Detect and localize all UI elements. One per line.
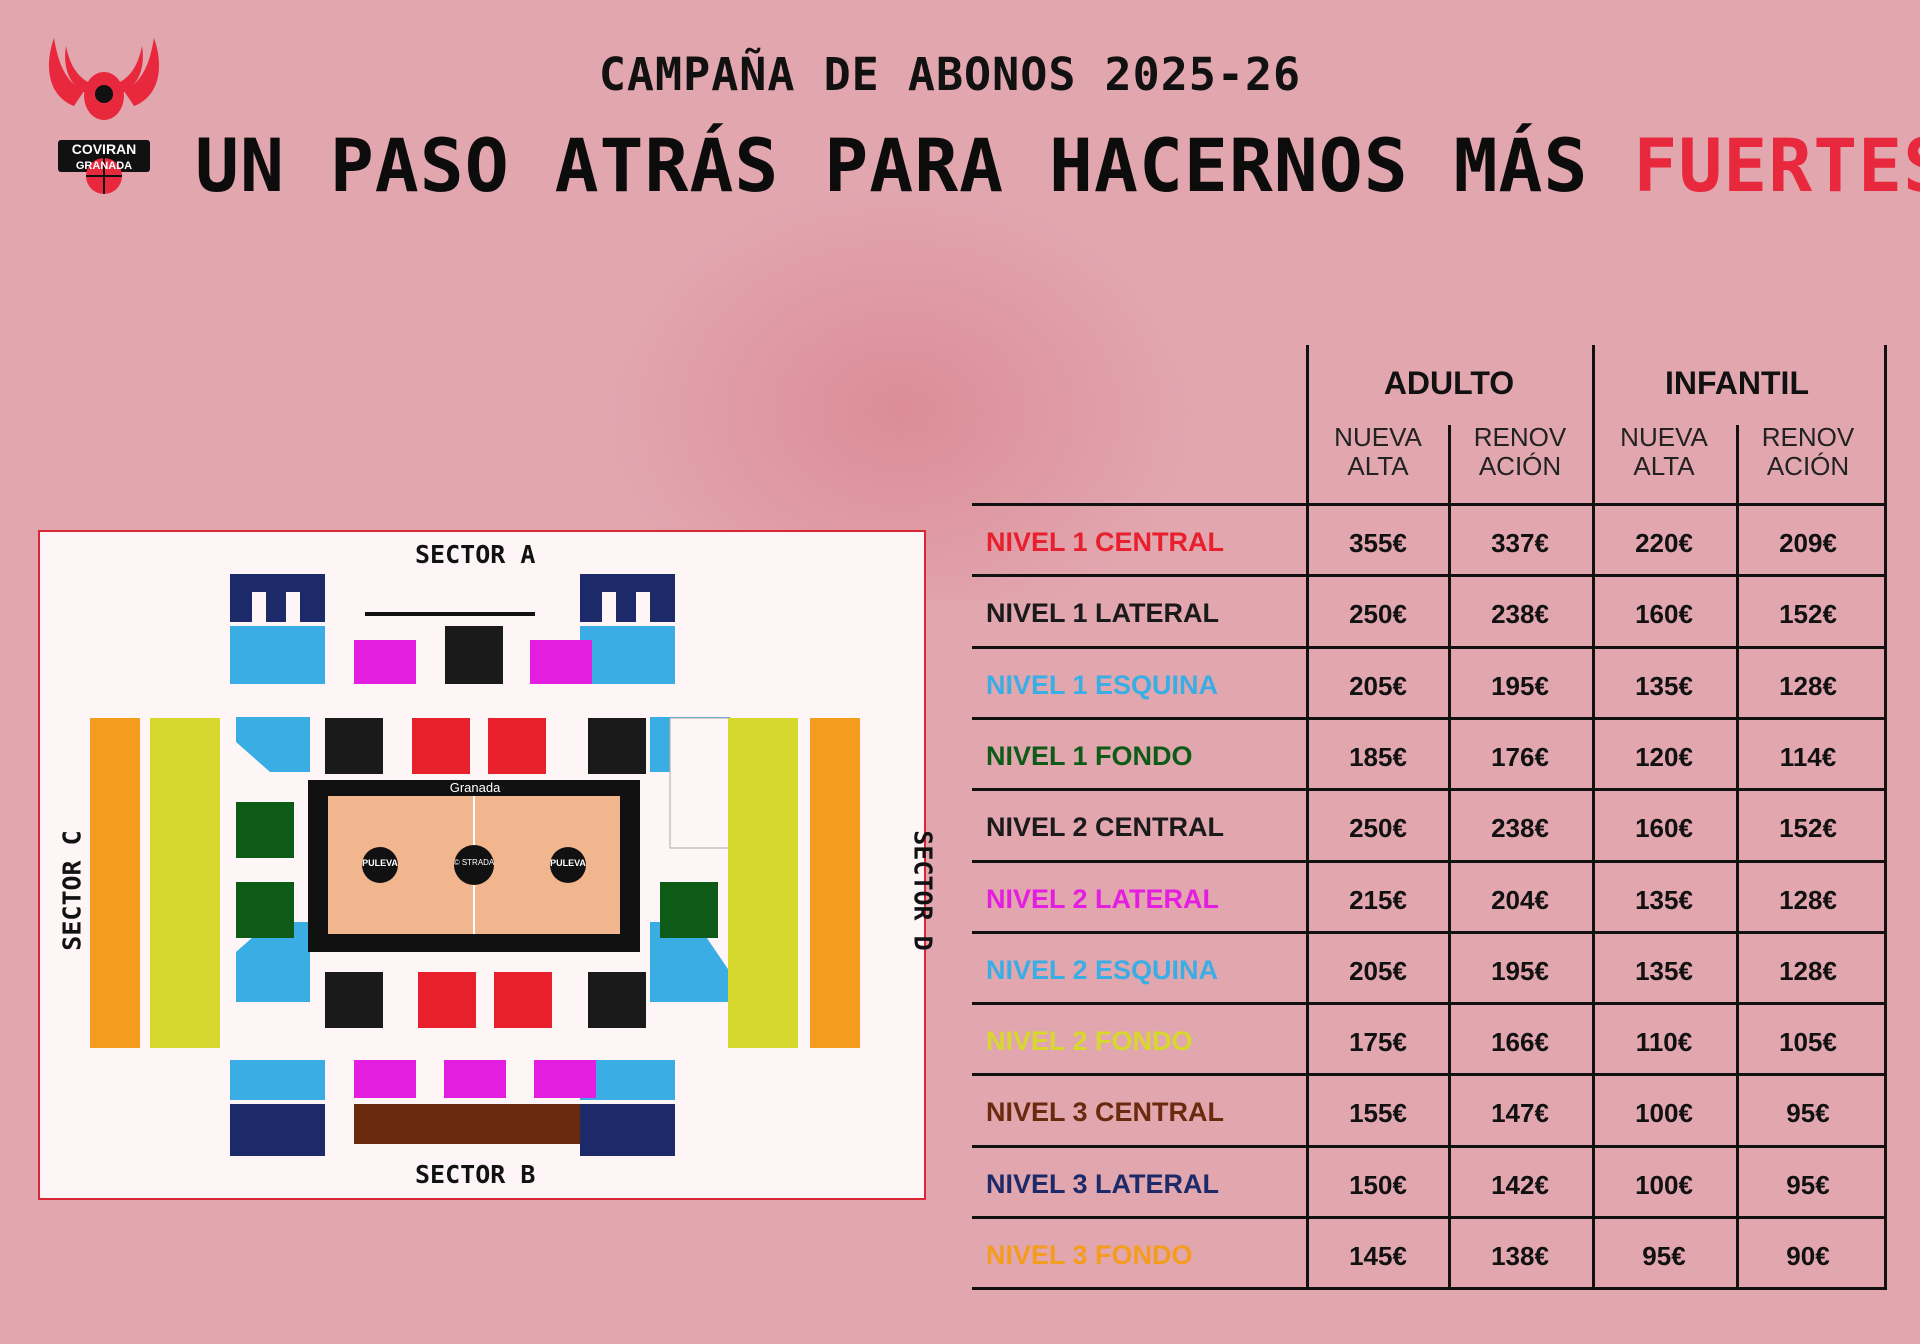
level-label: NIVEL 2 FONDO (986, 1026, 1193, 1057)
level-label: NIVEL 3 CENTRAL (986, 1097, 1225, 1128)
price-cell: 95€ (1786, 1169, 1830, 1200)
price-cell: 238€ (1491, 813, 1549, 844)
group-adulto: ADULTO (1383, 365, 1515, 401)
logo-text: COVIRAN GRANADA (58, 142, 150, 174)
row-divider (972, 930, 1887, 934)
price-cell: 152€ (1779, 599, 1837, 630)
court-right-logo: PULEVA (550, 858, 586, 868)
price-cell: 138€ (1491, 1241, 1549, 1271)
price-cell: 209€ (1779, 528, 1837, 558)
price-cell: 128€ (1779, 955, 1837, 986)
group-infantil: INFANTIL (1665, 365, 1809, 401)
price-cell: 135€ (1635, 670, 1693, 701)
row-divider (972, 574, 1887, 578)
price-cell: 128€ (1779, 884, 1837, 915)
price-cell: 220€ (1635, 528, 1693, 558)
price-cell: 337€ (1491, 528, 1549, 558)
price-cell: 195€ (1491, 670, 1549, 701)
price-cell: 160€ (1635, 599, 1693, 630)
row-divider (972, 859, 1887, 863)
sector-a-label: SECTOR A (415, 540, 536, 569)
subcol-adulto-nueva-alta: NUEVA ALTA (1334, 422, 1422, 481)
price-cell: 155€ (1349, 1098, 1407, 1129)
arena-seat-plan (90, 574, 860, 1156)
court-top-label: Granada (449, 780, 501, 795)
price-cell: 250€ (1349, 599, 1407, 630)
row-divider (972, 1002, 1887, 1006)
logo-sub: GRANADA (75, 160, 133, 172)
price-cell: 135€ (1635, 884, 1693, 915)
level-label: NIVEL 2 ESQUINA (986, 954, 1219, 985)
price-cell: 120€ (1635, 741, 1693, 772)
price-cell: 205€ (1349, 670, 1407, 701)
row-divider (972, 645, 1887, 649)
price-cell: 142€ (1491, 1169, 1549, 1200)
level-label: NIVEL 1 CENTRAL (986, 527, 1225, 557)
row-divider (972, 1144, 1887, 1148)
campaign-title: CAMPAÑA DE ABONOS 2025-26 (598, 48, 1302, 101)
price-cell: 175€ (1349, 1027, 1407, 1058)
price-cell: 105€ (1779, 1027, 1837, 1058)
price-cell: 238€ (1491, 599, 1549, 630)
level-label: NIVEL 2 LATERAL (986, 883, 1220, 914)
price-cell: 166€ (1491, 1027, 1549, 1058)
price-cell: 152€ (1779, 813, 1837, 844)
price-cell: 95€ (1786, 1098, 1830, 1129)
level-label: NIVEL 3 LATERAL (986, 1168, 1220, 1199)
level-label: NIVEL 1 LATERAL (986, 598, 1220, 629)
price-cell: 147€ (1491, 1098, 1549, 1129)
row-divider (972, 788, 1887, 792)
row-divider (972, 1287, 1887, 1291)
slogan-accent: FUERTES (1633, 124, 1920, 209)
price-cell: 135€ (1635, 955, 1693, 986)
price-cell: 176€ (1491, 741, 1549, 772)
price-cell: 110€ (1635, 1027, 1693, 1058)
price-cell: 90€ (1786, 1241, 1830, 1271)
price-cell: 145€ (1349, 1241, 1407, 1271)
price-cell: 185€ (1349, 741, 1407, 772)
level-label: NIVEL 2 CENTRAL (986, 812, 1225, 843)
price-cell: 355€ (1349, 528, 1407, 558)
subcol-infantil-renovacion: RENOV ACIÓN (1761, 422, 1855, 481)
subcol-infantil-nueva-alta: NUEVA ALTA (1620, 422, 1708, 481)
slogan-main: UN PASO ATRÁS PARA HACERNOS MÁS (195, 124, 1634, 209)
price-table: ADULTO INFANTIL NUEVA ALTA RENOV ACIÓN NUE… (972, 345, 1892, 1295)
price-cell: 215€ (1349, 884, 1407, 915)
row-divider (972, 503, 1887, 506)
level-label: NIVEL 1 FONDO (986, 740, 1193, 771)
price-cell: 95€ (1642, 1241, 1686, 1271)
slogan: UN PASO ATRÁS PARA HACERNOS MÁS FUERTES (195, 124, 1920, 209)
price-cell: 250€ (1349, 813, 1407, 844)
price-cell: 204€ (1491, 884, 1549, 915)
dash-row (365, 612, 535, 616)
level-label: NIVEL 3 FONDO (986, 1240, 1193, 1270)
price-cell: 100€ (1635, 1169, 1693, 1200)
level-label: NIVEL 1 ESQUINA (986, 669, 1219, 700)
price-cell: 114€ (1779, 741, 1837, 772)
logo-name: COVIRAN (71, 141, 137, 157)
row-divider (972, 716, 1887, 720)
nivel-3-lateral-top (230, 574, 675, 622)
row-divider (972, 1073, 1887, 1077)
price-cell: 100€ (1635, 1098, 1693, 1129)
seating-map: SECTOR A SECTOR B SECTOR C SECTOR D Gran… (38, 530, 938, 1200)
sector-b-label: SECTOR B (415, 1160, 536, 1189)
subcol-adulto-renovacion: RENOV ACIÓN (1473, 422, 1567, 481)
sector-c-label: SECTOR C (57, 830, 87, 951)
price-cell: 205€ (1349, 955, 1407, 986)
price-cell: 160€ (1635, 813, 1693, 844)
price-cell: 150€ (1349, 1169, 1407, 1200)
price-cell: 128€ (1779, 670, 1837, 701)
coviran-granada-logo (48, 38, 160, 194)
sector-d-label: SECTOR D (908, 830, 938, 951)
price-cell: 195€ (1491, 955, 1549, 986)
row-divider (972, 1216, 1887, 1219)
court-left-logo: PULEVA (362, 858, 398, 868)
court-center-logo: © STRADA (453, 858, 495, 867)
